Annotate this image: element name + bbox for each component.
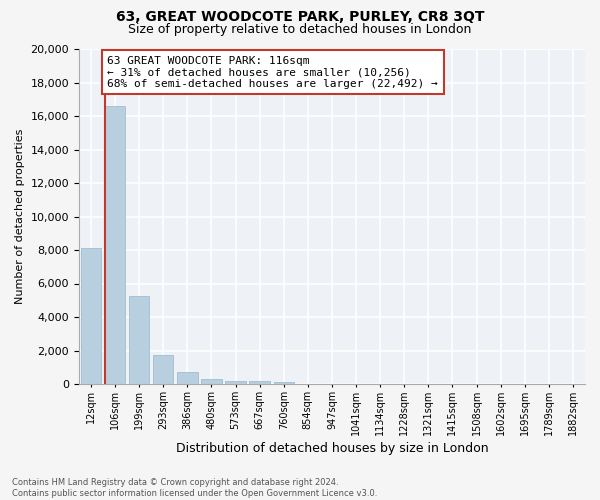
X-axis label: Distribution of detached houses by size in London: Distribution of detached houses by size …	[176, 442, 488, 455]
Bar	[274, 382, 294, 384]
Bar	[201, 379, 221, 384]
Bar	[177, 372, 197, 384]
Bar	[250, 382, 270, 384]
Bar	[105, 106, 125, 384]
Text: Contains HM Land Registry data © Crown copyright and database right 2024.
Contai: Contains HM Land Registry data © Crown c…	[12, 478, 377, 498]
Y-axis label: Number of detached properties: Number of detached properties	[15, 129, 25, 304]
Bar	[129, 296, 149, 384]
Bar	[226, 380, 246, 384]
Text: Size of property relative to detached houses in London: Size of property relative to detached ho…	[128, 22, 472, 36]
Text: 63, GREAT WOODCOTE PARK, PURLEY, CR8 3QT: 63, GREAT WOODCOTE PARK, PURLEY, CR8 3QT	[116, 10, 484, 24]
Text: 63 GREAT WOODCOTE PARK: 116sqm
← 31% of detached houses are smaller (10,256)
68%: 63 GREAT WOODCOTE PARK: 116sqm ← 31% of …	[107, 56, 438, 89]
Bar	[81, 248, 101, 384]
Bar	[153, 354, 173, 384]
